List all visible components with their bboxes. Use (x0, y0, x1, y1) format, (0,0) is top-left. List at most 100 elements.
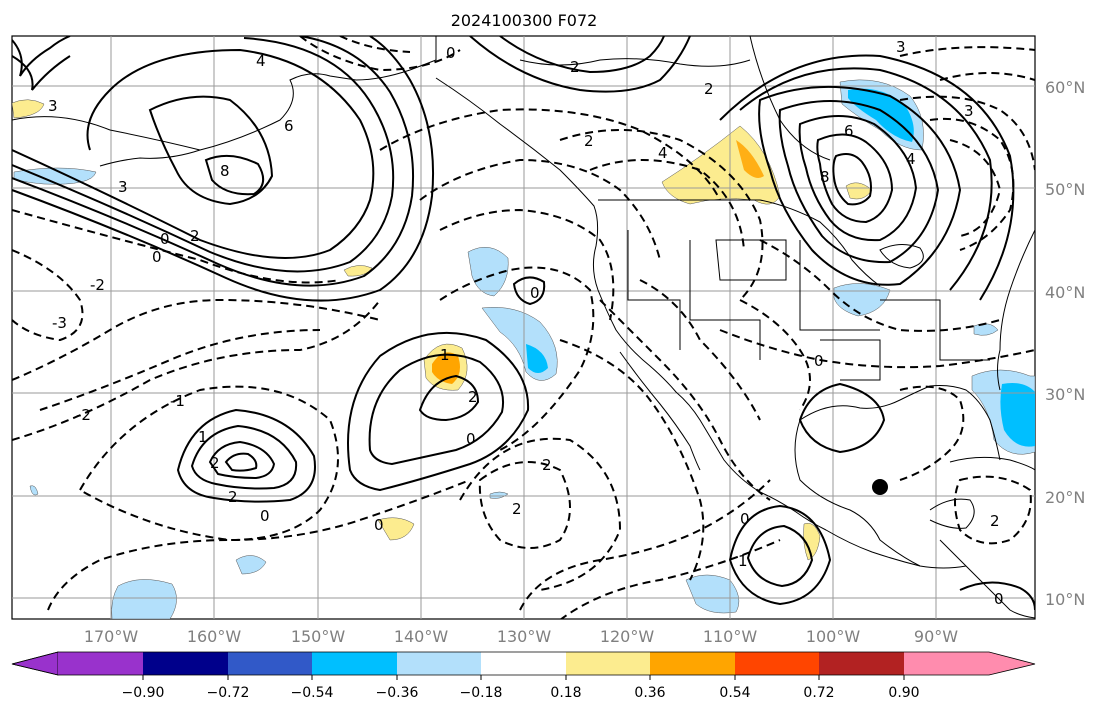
lon-label: 100°W (806, 627, 861, 646)
positive-anomaly-region (343, 265, 373, 277)
contour-label: 4 (256, 52, 266, 70)
contour-line (12, 36, 71, 77)
contour-label: 6 (844, 122, 854, 140)
longitude-labels: 170°W 160°W 150°W 140°W 130°W 120°W 110°… (84, 627, 958, 646)
map-title: 2024100300 F072 (451, 11, 598, 30)
contour-label: -2 (76, 406, 91, 424)
contour-line (419, 158, 661, 261)
contour-label: 0 (152, 248, 162, 266)
mexico-east-coast (794, 419, 921, 567)
contour-line (899, 385, 965, 481)
alaska-coast (12, 36, 437, 151)
contour-label: 2 (210, 454, 220, 472)
colorbar-segment (143, 652, 228, 675)
lon-label: 110°W (703, 627, 758, 646)
shaded-anomalies (12, 79, 1035, 619)
contour-line (12, 298, 381, 381)
colorbar-segment (228, 652, 312, 675)
baja-coast (619, 351, 701, 471)
contour-line (728, 504, 832, 606)
contour-label: 0 (260, 507, 270, 525)
colorbar-segment (397, 652, 481, 675)
contour-line (719, 54, 1015, 301)
contour-line (204, 154, 265, 196)
contour-line (816, 133, 894, 224)
east-coast (997, 229, 1035, 391)
positive-anomaly-region (12, 99, 45, 119)
colorbar-segment (58, 652, 143, 675)
contour-line (519, 479, 771, 611)
colorbar-label: −0.54 (291, 685, 334, 701)
colorbar-outline (11, 651, 1036, 676)
contour-line (559, 129, 764, 301)
lon-label: 140°W (394, 627, 449, 646)
contour-line (954, 475, 1032, 545)
contour-label: 2 (228, 488, 238, 506)
colorbar-label: 0.36 (634, 685, 665, 701)
positive-anomaly-region (377, 517, 415, 541)
contour-line (224, 452, 258, 472)
contour-line (798, 115, 918, 242)
contour-line (739, 67, 993, 291)
contour-line (12, 48, 375, 259)
negative-anomaly-region (111, 579, 177, 619)
contour-label: 1 (440, 346, 450, 364)
lat-label: 50°N (1045, 180, 1085, 199)
lon-label: 130°W (497, 627, 552, 646)
contour-label: 6 (284, 117, 294, 135)
contour-line (176, 408, 316, 503)
contour-line (190, 424, 298, 490)
alaska-peninsula (99, 149, 201, 167)
lat-label: 10°N (1045, 590, 1085, 609)
state-border (820, 339, 881, 381)
contour-line (559, 539, 781, 619)
contour-line (759, 239, 1001, 332)
contour-line (12, 299, 381, 441)
contour-label: 3 (48, 97, 58, 115)
contour-label: -3 (52, 314, 67, 332)
contour-line (12, 36, 435, 302)
location-marker (872, 479, 888, 495)
central-america (939, 539, 1035, 619)
contour-label: 3 (964, 102, 974, 120)
negative-anomaly-region (833, 283, 891, 317)
contour-line (347, 331, 530, 492)
contour-label: 2 (584, 132, 594, 150)
contour-label: 2 (190, 227, 200, 245)
lon-label: 160°W (187, 627, 242, 646)
contour-line (439, 208, 615, 321)
positive-anomaly-region (845, 182, 873, 200)
contour-line (512, 276, 546, 306)
contour-label: 8 (820, 168, 830, 186)
contour-line (739, 299, 811, 411)
contour-line (929, 117, 1015, 251)
contour-line (469, 36, 691, 93)
lon-label: 150°W (291, 627, 346, 646)
strong-positive-region (736, 140, 764, 178)
contour-line (12, 249, 84, 342)
contour-label: 0 (374, 516, 384, 534)
negative-anomaly-region (29, 485, 39, 496)
contour-line (589, 159, 745, 251)
contour-line (499, 36, 665, 74)
positive-anomaly-region (661, 125, 781, 205)
graticule (12, 36, 1035, 619)
cuba (949, 456, 1035, 471)
contour-line (719, 329, 1035, 369)
contour-line (439, 266, 595, 451)
contour-line (639, 279, 761, 421)
contour-line (12, 37, 395, 273)
positive-contours (12, 36, 1035, 611)
contour-label: 1 (198, 428, 208, 446)
lat-label: 30°N (1045, 385, 1085, 404)
contour-label: -2 (90, 276, 105, 294)
contour-line (12, 36, 415, 287)
colorbar-segment (566, 652, 650, 675)
contour-label: 2 (570, 58, 580, 76)
negative-anomaly-region (467, 246, 509, 297)
negative-anomaly-region (235, 555, 267, 575)
contour-line (299, 36, 461, 72)
state-border (627, 230, 681, 350)
strong-negative-region (1000, 383, 1035, 447)
contour-line (379, 108, 721, 201)
